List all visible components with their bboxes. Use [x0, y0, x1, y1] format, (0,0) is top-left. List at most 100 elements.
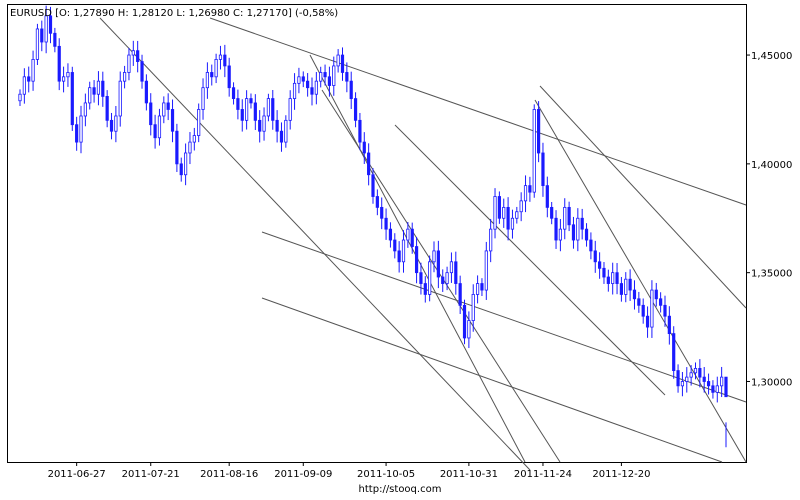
candle-body	[18, 93, 22, 102]
candle-body	[188, 141, 192, 154]
candle-body	[576, 217, 580, 241]
candle-body	[606, 276, 610, 284]
candle-body	[471, 294, 475, 321]
trendline	[394, 124, 666, 396]
candle-body	[663, 304, 667, 317]
candle-body	[70, 72, 74, 126]
candle-body	[353, 98, 358, 121]
candle-body	[101, 80, 105, 97]
candle-body	[157, 115, 162, 139]
candle-body	[532, 109, 536, 193]
candle-body	[192, 135, 196, 143]
candle-body	[79, 115, 83, 143]
candle-body	[401, 239, 406, 263]
candle-body	[153, 124, 157, 139]
candle-body	[711, 385, 715, 393]
candle-body	[179, 163, 183, 176]
candle-body	[75, 124, 79, 143]
y-tick-label: 1,35000	[751, 269, 792, 280]
candle-body	[628, 278, 632, 291]
candle-body	[598, 261, 602, 269]
candle-body	[584, 228, 589, 241]
candle-body	[88, 87, 92, 104]
candle-body	[467, 320, 471, 339]
x-tick-label: 2011-08-16	[200, 469, 258, 480]
candle-body	[319, 72, 323, 82]
candle-body	[136, 50, 140, 62]
candle-body	[445, 272, 449, 284]
candle-body	[632, 289, 637, 300]
candle-body	[358, 119, 362, 143]
candle-body	[672, 333, 676, 372]
candle-body	[48, 15, 53, 34]
candle-body	[702, 376, 706, 382]
candle-body	[301, 76, 305, 82]
candle-body	[197, 109, 201, 136]
candle-body	[480, 283, 484, 291]
candle-body	[589, 239, 593, 252]
candle-body	[580, 217, 584, 230]
x-tick-label: 2011-11-24	[514, 469, 572, 480]
candle-body	[689, 372, 693, 378]
candle-body	[271, 98, 275, 121]
candle-body	[541, 152, 545, 187]
candle-body	[118, 80, 122, 117]
candle-body	[510, 217, 515, 230]
candle-body	[706, 381, 711, 387]
candle-body	[340, 54, 345, 73]
candle-body	[114, 115, 118, 132]
candle-body	[27, 76, 31, 82]
candle-body	[393, 239, 397, 252]
candle-body	[428, 261, 432, 295]
candle-body	[515, 211, 519, 219]
candle-body	[624, 278, 628, 295]
candle-body	[637, 298, 641, 306]
candle-body	[537, 109, 541, 154]
candle-body	[249, 98, 253, 104]
candle-body	[83, 102, 87, 117]
candle-body	[345, 72, 349, 82]
candle-body	[523, 185, 528, 202]
candle-body	[414, 246, 419, 274]
candle-body	[611, 272, 615, 284]
candle-body	[519, 200, 523, 213]
candle-body	[397, 250, 401, 263]
y-tick-label: 1,30000	[751, 377, 792, 388]
candle-body	[602, 267, 606, 278]
candle-body	[336, 54, 340, 67]
candle-body	[720, 376, 724, 387]
candle-body	[449, 261, 454, 274]
x-tick-label: 2011-10-31	[440, 469, 498, 480]
candle-body	[109, 119, 114, 132]
candle-body	[227, 65, 231, 89]
candle-body	[22, 76, 26, 95]
candle-body	[388, 228, 393, 241]
trendline	[261, 297, 723, 463]
candle-body	[292, 82, 297, 99]
candle-body	[332, 65, 336, 86]
candle-body	[724, 376, 728, 398]
candle-body	[314, 80, 318, 95]
candle-body	[371, 174, 375, 197]
candle-body	[297, 76, 301, 84]
candle-body	[432, 250, 436, 263]
candle-body	[166, 102, 170, 110]
candle-body	[567, 206, 571, 226]
candle-body	[327, 76, 332, 86]
candle-body	[279, 130, 284, 143]
candle-body	[593, 250, 597, 263]
candle-body	[489, 228, 493, 252]
candle-body	[105, 96, 109, 121]
candle-body	[288, 98, 292, 121]
candle-body	[44, 15, 48, 43]
axes-layer: 1,45000 1,40000 1,35000 1,30000 2011-06-27 20…	[48, 51, 793, 480]
x-tick-label: 2011-10-05	[357, 469, 415, 480]
candle-body	[253, 102, 257, 121]
candle-body	[306, 80, 310, 89]
candle-body	[214, 59, 218, 78]
candle-body	[676, 370, 680, 387]
candle-body	[284, 119, 288, 143]
candle-body	[380, 206, 384, 219]
candle-body	[236, 98, 240, 110]
